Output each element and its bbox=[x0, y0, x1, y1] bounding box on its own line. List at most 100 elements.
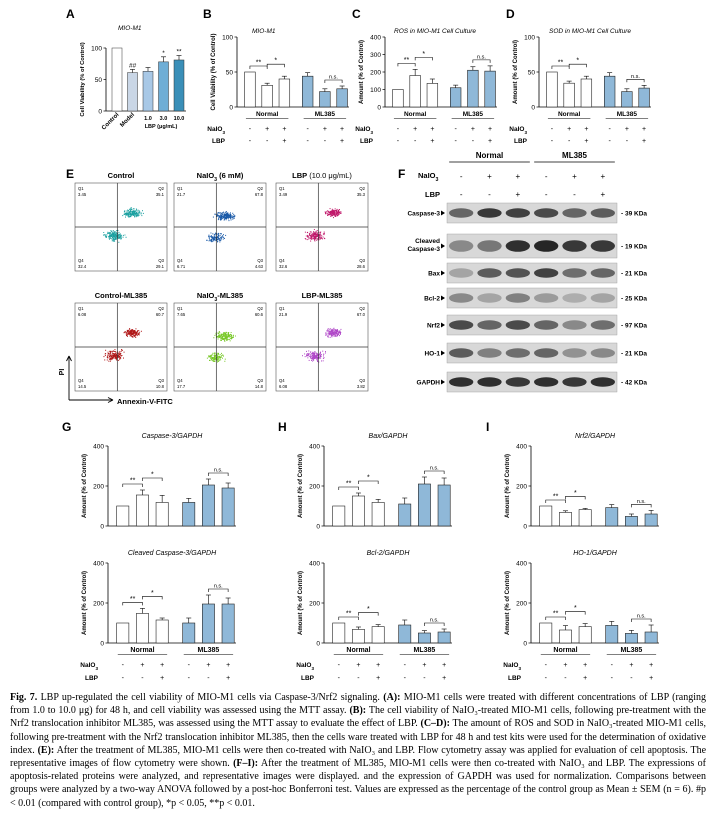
treat-label-naio3: NaIO3 bbox=[207, 126, 225, 135]
group-label-normal: Normal bbox=[346, 647, 370, 654]
caption-label-e: (E): bbox=[37, 744, 55, 756]
y-axis-label: Amount (% of Control) bbox=[298, 454, 304, 518]
blot-row-6: GAPDH - 42 KDa bbox=[417, 371, 647, 393]
sig-bracket bbox=[424, 622, 445, 626]
sig-mark: * bbox=[367, 475, 370, 482]
quadrant-value-q4: 6.08 bbox=[279, 384, 288, 389]
treat-label-lbp: LBP bbox=[212, 138, 226, 145]
blot-band bbox=[477, 240, 502, 252]
sig-bracket bbox=[568, 63, 587, 68]
blot-band bbox=[449, 293, 474, 303]
group-label-ml385: ML385 bbox=[315, 111, 336, 118]
chart-title: Caspase-3/GAPDH bbox=[142, 433, 204, 440]
blot-protein-label: Nrf2 bbox=[427, 323, 440, 330]
quadrant-name: Q3 bbox=[257, 258, 263, 263]
treat-mark: - bbox=[608, 126, 611, 133]
quadrant-name: Q3 bbox=[158, 378, 164, 383]
y-tick-label: 50 bbox=[95, 77, 103, 84]
sig-bracket bbox=[424, 470, 445, 474]
y-tick-label: 100 bbox=[370, 87, 381, 94]
y-axis-label: Amount (% of Control) bbox=[359, 40, 365, 104]
treat-mark: - bbox=[266, 138, 269, 145]
treat-label-naio3: NaIO3 bbox=[503, 662, 521, 671]
blot-band bbox=[477, 268, 502, 278]
bar-d3 bbox=[604, 75, 616, 108]
treat-mark: + bbox=[629, 662, 633, 669]
sig-bracket bbox=[142, 596, 163, 600]
quadrant-value-q2: 60.6 bbox=[255, 312, 264, 317]
treat-mark: + bbox=[340, 126, 344, 133]
treat-mark: - bbox=[306, 138, 309, 145]
blot-band bbox=[449, 208, 474, 218]
treat-mark: - bbox=[414, 138, 417, 145]
sig-mark: n.s. bbox=[430, 466, 439, 472]
blot-band bbox=[534, 293, 559, 303]
y-tick-label: 100 bbox=[524, 34, 535, 41]
sig-bracket bbox=[249, 65, 268, 69]
treat-mark: - bbox=[423, 675, 426, 682]
blot-arrow-icon bbox=[441, 379, 445, 385]
sig-mark: n.s. bbox=[477, 54, 486, 60]
blot-band bbox=[505, 377, 530, 387]
blot-band bbox=[590, 377, 615, 387]
blot-band bbox=[562, 377, 587, 387]
treat-mark: + bbox=[584, 126, 588, 133]
caption-label-fi: (F–I): bbox=[233, 758, 259, 770]
treat-mark: + bbox=[376, 675, 380, 682]
quadrant-name: Q3 bbox=[359, 378, 365, 383]
blot-membrane bbox=[446, 287, 618, 309]
treat-mark: + bbox=[642, 126, 646, 133]
quadrant-value-q1: 6.08 bbox=[78, 312, 87, 317]
treat-mark: - bbox=[404, 675, 407, 682]
sig-bracket bbox=[414, 57, 433, 61]
sig-bracket bbox=[266, 63, 285, 68]
caption-text-fi: After the treatment of ML385, MIO-M1 cel… bbox=[10, 758, 706, 809]
treat-mark: + bbox=[376, 662, 380, 669]
blot-row-3: Bcl-2 - 25 KDa bbox=[424, 287, 647, 309]
sig-mark: * bbox=[151, 472, 154, 479]
panel-letter: I bbox=[486, 420, 489, 434]
group-label-normal: Normal bbox=[130, 647, 154, 654]
bar-2-15 bbox=[644, 631, 658, 644]
treat-mark: + bbox=[600, 190, 605, 199]
caption-label-cd: (C–D): bbox=[420, 718, 450, 730]
treat-mark: - bbox=[122, 662, 125, 669]
y-axis-label: Amount (% of Control) bbox=[82, 571, 88, 635]
treat-mark: - bbox=[608, 138, 611, 145]
treat-mark: - bbox=[630, 675, 633, 682]
group-label-normal: Normal bbox=[404, 111, 427, 118]
caption-summary: LBP up-regulated the cell viability of M… bbox=[37, 692, 384, 703]
treat-mark: - bbox=[551, 126, 554, 133]
sig-mark: * bbox=[151, 590, 154, 597]
quadrant-value-q1: 21.9 bbox=[279, 312, 288, 317]
sig-bracket bbox=[545, 616, 566, 620]
bar-d1 bbox=[563, 82, 575, 108]
quadrant-value-q2: 35.3 bbox=[357, 192, 366, 197]
y-tick-label: 400 bbox=[309, 560, 320, 567]
treat-mark: - bbox=[611, 675, 614, 682]
quadrant-name: Q1 bbox=[279, 186, 285, 191]
blot-size-label: - 39 KDa bbox=[621, 211, 647, 218]
y-tick-label: 0 bbox=[377, 104, 381, 111]
bar-b1 bbox=[261, 85, 273, 108]
bar-2-02 bbox=[578, 509, 592, 527]
treat-mark: + bbox=[282, 138, 286, 145]
quadrant-name: Q4 bbox=[78, 378, 84, 383]
quadrant-name: Q3 bbox=[257, 378, 263, 383]
blot-band bbox=[534, 348, 559, 358]
quadrant-value-q1: 3.49 bbox=[279, 192, 288, 197]
treat-mark: + bbox=[140, 662, 144, 669]
category-label: 1.0 bbox=[144, 116, 152, 122]
panel-letter: D bbox=[506, 7, 515, 21]
treat-mark: + bbox=[422, 662, 426, 669]
bar-2-05 bbox=[644, 513, 658, 527]
y-tick-label: 0 bbox=[98, 108, 102, 115]
quadrant-name: Q1 bbox=[177, 186, 183, 191]
figure-canvas: A MIO-M1 0 50 100 Cell Viability (% of Contro… bbox=[59, 7, 659, 682]
blot-membrane bbox=[446, 262, 618, 284]
bar-d5 bbox=[638, 87, 650, 108]
y-axis-label: Cell Viability (% of Control) bbox=[80, 42, 86, 116]
